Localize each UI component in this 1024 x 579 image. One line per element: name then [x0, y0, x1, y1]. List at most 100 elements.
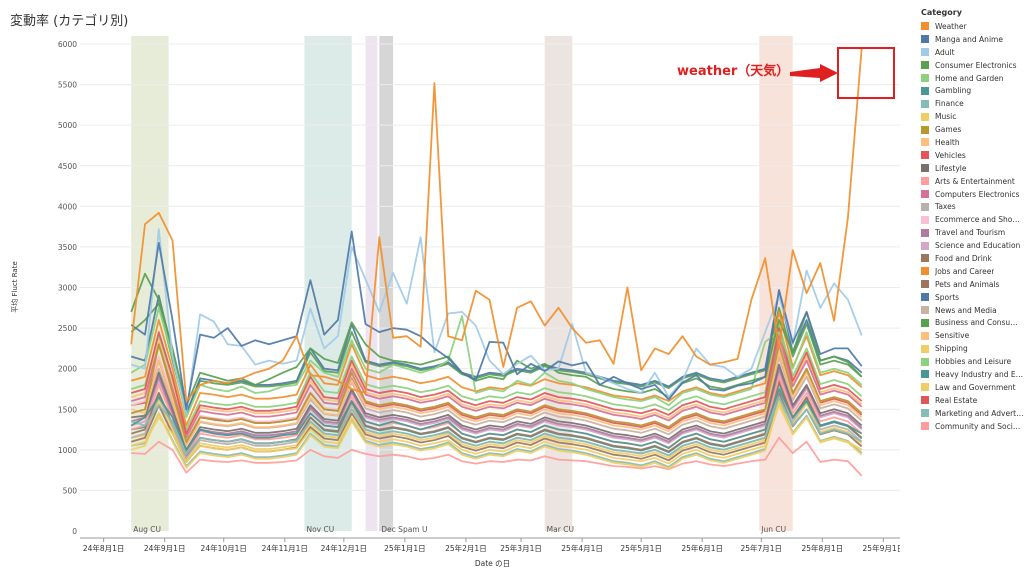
legend-label: Adult: [935, 47, 955, 57]
legend-item: Consumer Electronics: [921, 59, 1024, 72]
y-tick-label: 4500: [58, 162, 77, 171]
x-tick-label: 25年8月1日: [802, 543, 844, 553]
grid-layer: [80, 43, 900, 491]
legend-label: Finance: [935, 99, 964, 109]
legend-swatch: [921, 48, 929, 57]
legend-item: Manga and Anime: [921, 33, 1024, 46]
series-line-adult: [130, 228, 863, 415]
legend-swatch: [921, 74, 929, 82]
legend-item: Shipping: [921, 342, 1024, 355]
legend-swatch: [921, 112, 929, 121]
legend-item: Vehicles: [921, 149, 1024, 162]
y-tick-label: 1000: [58, 446, 77, 455]
series-line-gambling: [130, 388, 863, 451]
legend-label: Gambling: [935, 86, 972, 96]
series-line-music: [130, 404, 863, 465]
series-line-consumer-electronics: [130, 272, 863, 407]
legend-swatch: [921, 35, 929, 44]
legend-swatch: [921, 164, 929, 173]
legend-swatch: [921, 306, 929, 315]
legend-label: Pets and Animals: [935, 279, 1000, 289]
series-line-manga-and-anime: [130, 230, 863, 411]
legend-swatch: [921, 318, 929, 327]
legend-item: Law and Government: [921, 381, 1024, 394]
y-tick-label: 5000: [58, 121, 77, 130]
y-tick-label: 4000: [58, 202, 77, 211]
line-chart: Aug CU Nov CU Dec Spam U Mar CU Jun CU 0 500 1…: [10, 36, 900, 568]
legend-label: News and Media: [935, 305, 997, 315]
legend-item: Finance: [921, 97, 1024, 110]
legend-item: Hobbies and Leisure: [921, 355, 1024, 368]
series-line-games: [130, 343, 863, 443]
y-tick-label: 6000: [58, 40, 77, 49]
band-2: [365, 36, 378, 531]
legend-label: Heavy Industry and Engineering: [935, 369, 1024, 379]
legend-item: Games: [921, 123, 1024, 136]
legend-label: Hobbies and Leisure: [935, 357, 1012, 367]
legend-swatch: [921, 241, 929, 250]
series-line-lifestyle: [131, 363, 863, 451]
series-line-health: [130, 351, 863, 447]
x-tick-label: 24年12月1日: [321, 543, 367, 553]
legend-label: Travel and Tourism: [935, 228, 1006, 238]
legend-item: Music: [921, 110, 1024, 123]
y-tick-label: 3500: [58, 243, 77, 252]
x-axis-label: Date の日: [475, 559, 510, 568]
legend-item: Arts & Entertainment: [921, 175, 1024, 188]
legend-item: Marketing and Advertising: [921, 407, 1024, 420]
legend-swatch: [921, 370, 929, 379]
legend-label: Vehicles: [935, 150, 966, 160]
legend-label: Home and Garden: [935, 73, 1004, 83]
legend-swatch: [921, 396, 929, 405]
y-tick-label: 500: [63, 486, 78, 495]
x-tick-label: 24年11月1日: [262, 543, 308, 553]
legend-swatch: [921, 138, 929, 147]
x-tick-label: 25年4月1日: [561, 543, 603, 553]
legend-item: Jobs and Career: [921, 265, 1024, 278]
legend-swatch: [921, 357, 929, 366]
series-line-finance: [130, 396, 863, 457]
legend-swatch: [921, 190, 929, 199]
legend-label: Ecommerce and Shopping: [935, 215, 1024, 225]
legend-item: Sensitive: [921, 329, 1024, 342]
legend-label: Food and Drink: [935, 253, 992, 263]
band-label-1: Nov CU: [306, 525, 334, 534]
bands-layer: Aug CU Nov CU Dec Spam U Mar CU Jun CU: [131, 36, 793, 534]
chart-title: 変動率 (カテゴリ別): [10, 14, 129, 29]
legend-label: Computers Electronics: [935, 189, 1020, 199]
series-line-hobbies-and-leisure: [130, 323, 863, 431]
series-line-weather: [130, 48, 863, 403]
band-label-5: Jun CU: [760, 525, 786, 534]
legend-swatch: [921, 422, 929, 431]
x-tick-label: 25年3月1日: [500, 543, 542, 553]
legend-label: Shipping: [935, 344, 968, 354]
legend-item: Travel and Tourism: [921, 226, 1024, 239]
legend-label: Real Estate: [935, 395, 978, 405]
y-tick-label: 2000: [58, 365, 77, 374]
legend-swatch: [921, 61, 929, 70]
y-tick-label: 3000: [58, 284, 77, 293]
series-line-sensitive: [130, 331, 863, 437]
legend-item: Home and Garden: [921, 72, 1024, 85]
legend-label: Science and Education: [935, 241, 1021, 251]
series-line-computers-electronics: [130, 335, 863, 439]
series-line-law-and-government: [131, 388, 863, 463]
series-line-vehicles: [130, 327, 863, 435]
legend-swatch: [921, 293, 929, 302]
legend-swatch: [921, 254, 929, 263]
legend-item: Real Estate: [921, 394, 1024, 407]
y-tick-label: 1500: [58, 405, 77, 414]
legend-swatch: [921, 331, 929, 340]
legend-title: Category: [921, 8, 962, 17]
series-line-travel-and-tourism: [130, 367, 863, 453]
x-tick-label: 25年9月1日: [863, 543, 900, 553]
annotation-arrow: [790, 64, 838, 82]
legend-label: Sensitive: [935, 331, 970, 341]
legend-label: Marketing and Advertising: [935, 408, 1024, 418]
legend-swatch: [921, 99, 929, 108]
y-tick-label: 5500: [58, 81, 77, 90]
legend-swatch: [921, 228, 929, 237]
legend-swatch: [921, 409, 929, 418]
legend-item: Business and Consumer Services: [921, 316, 1024, 329]
legend-item: Health: [921, 136, 1024, 149]
